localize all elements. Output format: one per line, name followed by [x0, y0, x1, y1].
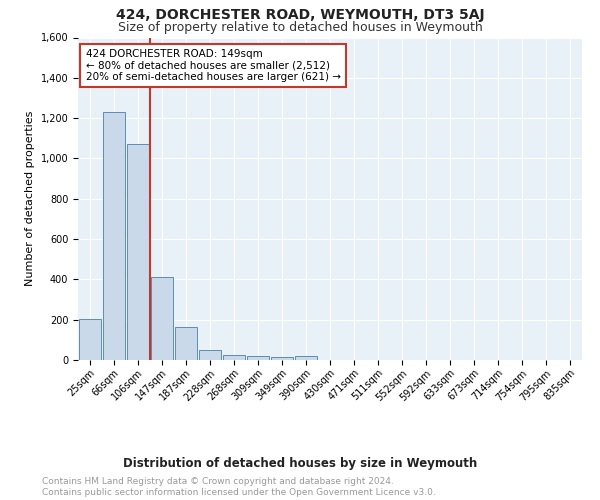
- Bar: [223, 354, 245, 360]
- Text: Contains HM Land Registry data © Crown copyright and database right 2024.
Contai: Contains HM Land Registry data © Crown c…: [42, 478, 436, 497]
- Bar: [199, 350, 221, 360]
- Bar: [295, 356, 317, 360]
- Text: Size of property relative to detached houses in Weymouth: Size of property relative to detached ho…: [118, 21, 482, 34]
- Bar: [151, 278, 173, 360]
- Bar: [79, 318, 101, 360]
- Bar: [175, 326, 197, 360]
- Y-axis label: Number of detached properties: Number of detached properties: [25, 111, 35, 286]
- Text: 424, DORCHESTER ROAD, WEYMOUTH, DT3 5AJ: 424, DORCHESTER ROAD, WEYMOUTH, DT3 5AJ: [116, 8, 484, 22]
- Bar: [271, 357, 293, 360]
- Bar: [127, 144, 149, 360]
- Text: 424 DORCHESTER ROAD: 149sqm
← 80% of detached houses are smaller (2,512)
20% of : 424 DORCHESTER ROAD: 149sqm ← 80% of det…: [86, 49, 341, 82]
- Bar: [247, 356, 269, 360]
- Bar: [103, 112, 125, 360]
- Text: Distribution of detached houses by size in Weymouth: Distribution of detached houses by size …: [123, 458, 477, 470]
